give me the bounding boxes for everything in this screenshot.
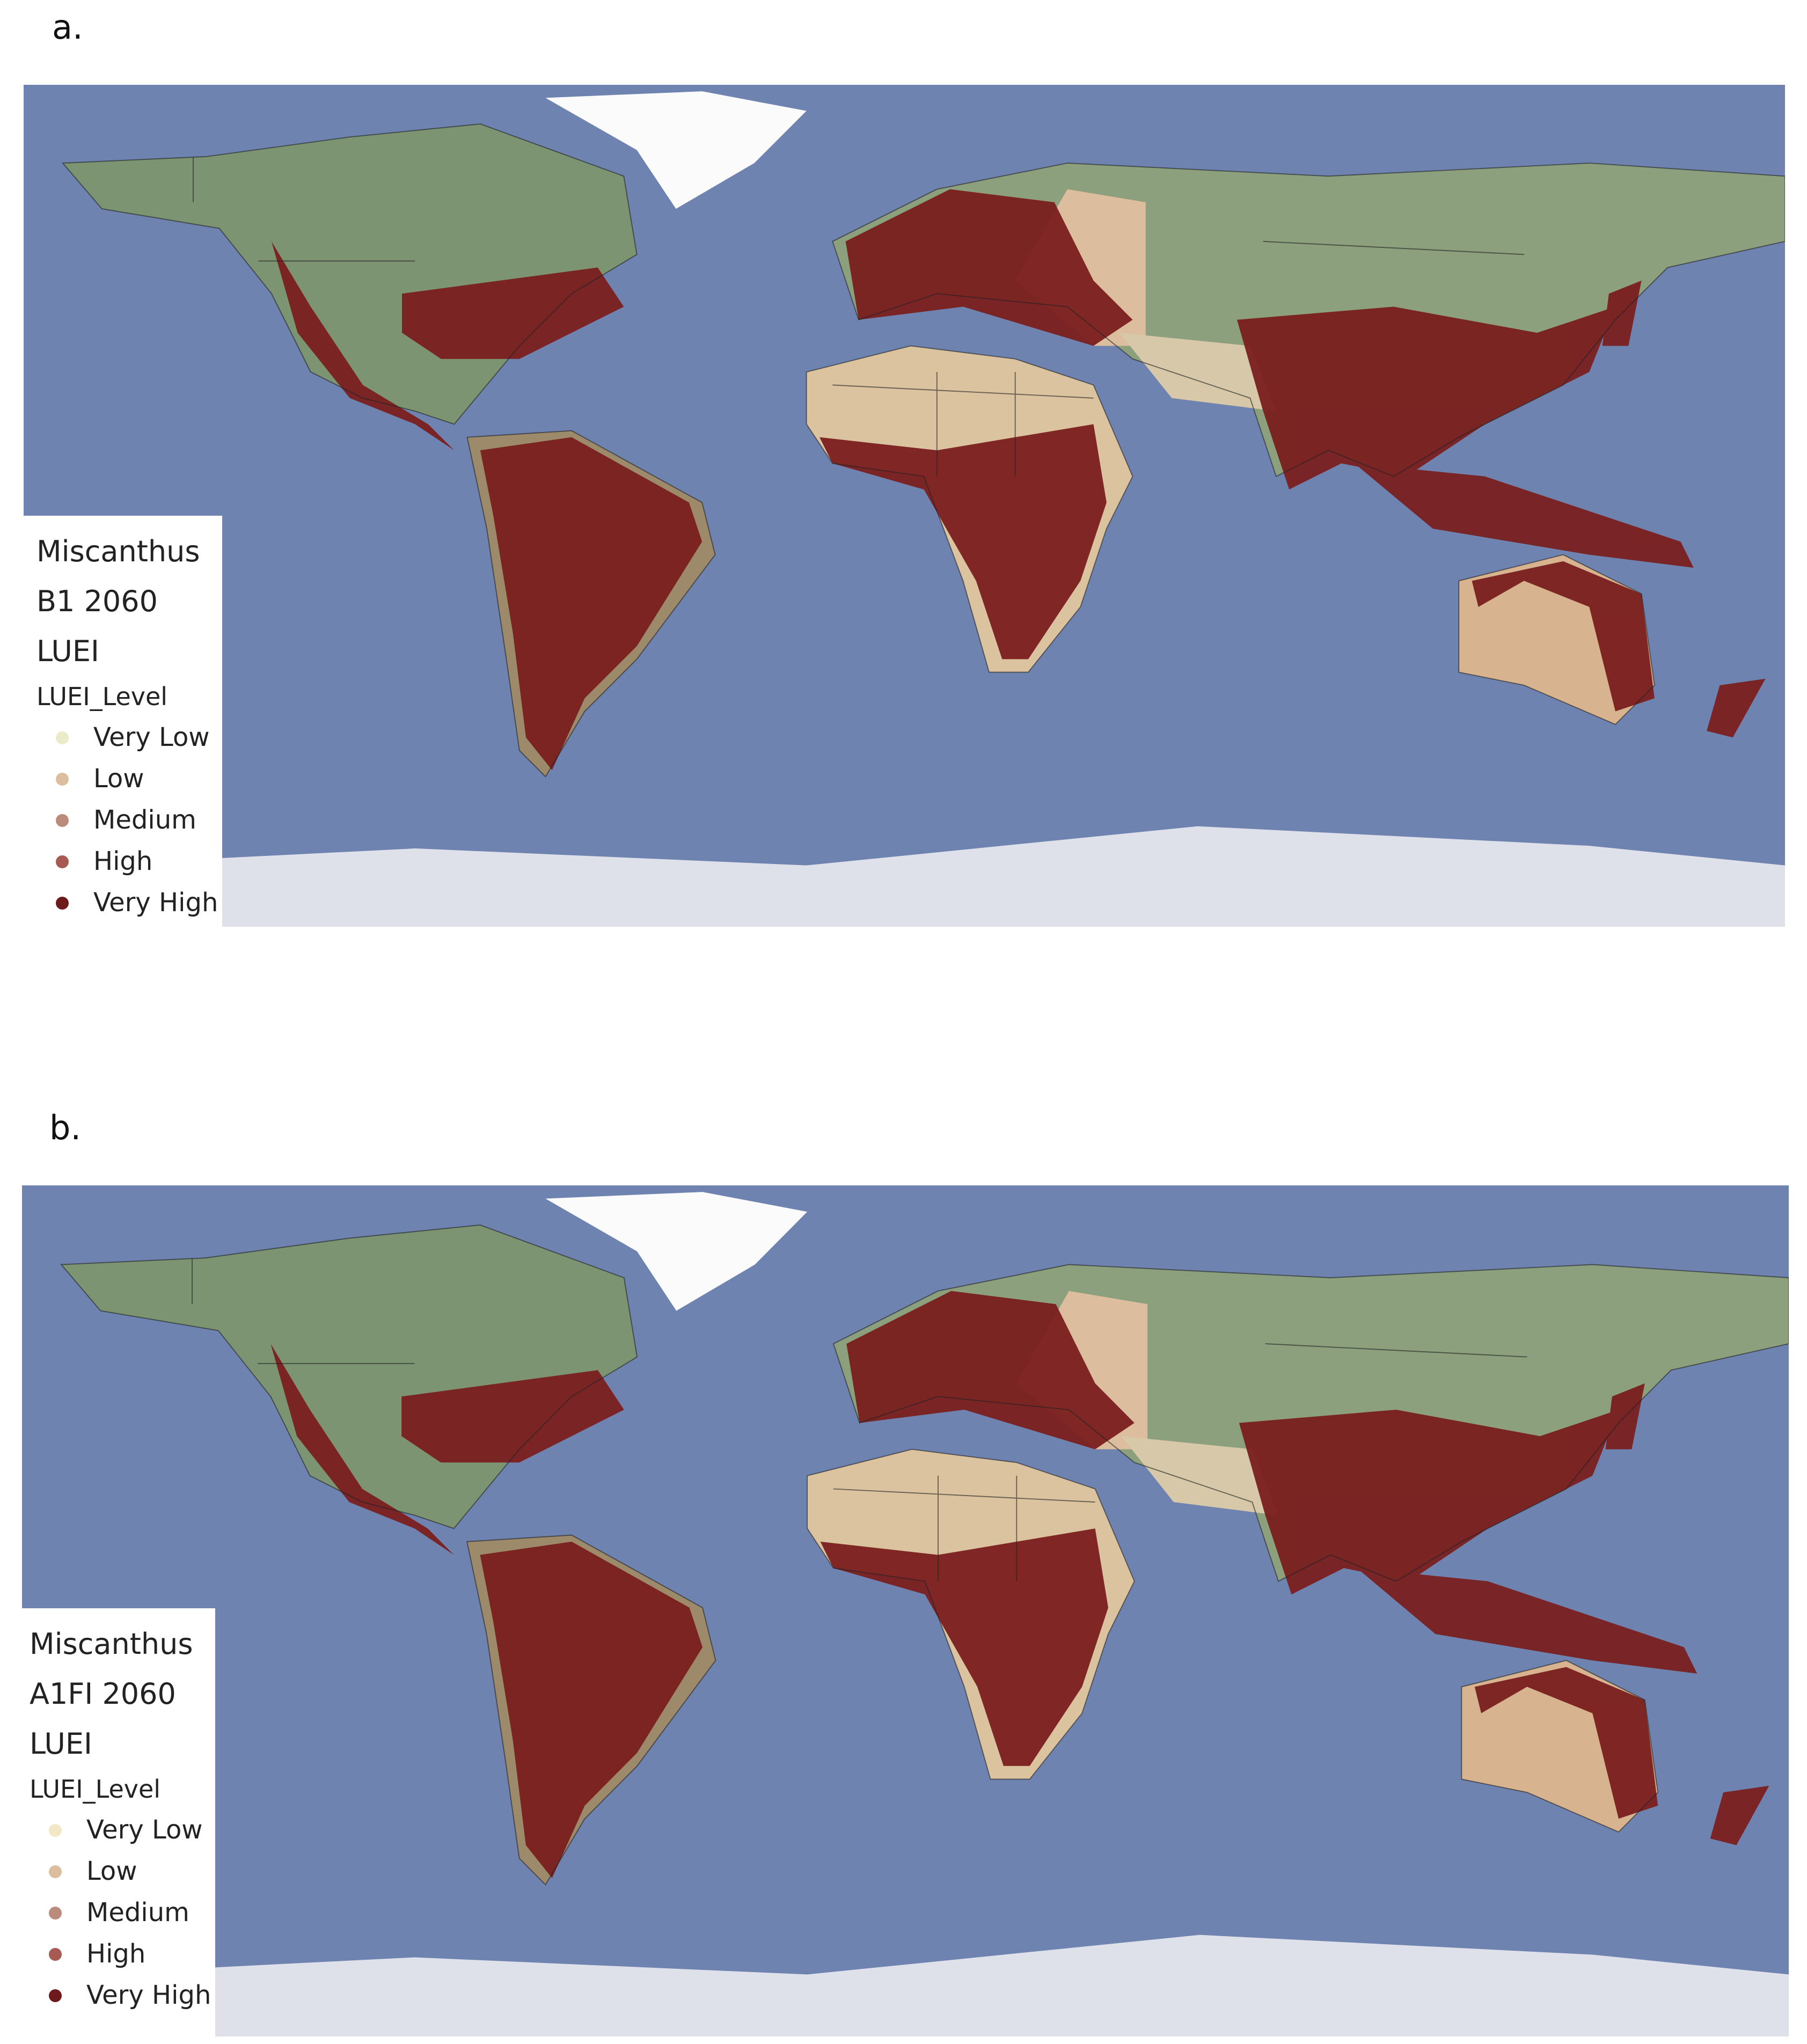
legend: Miscanthus A1FI 2060 LUEI LUEI_Level Very Lo… xyxy=(22,1608,215,2038)
legend-item: Very High xyxy=(30,1975,215,2016)
legend-label: Very Low xyxy=(86,1815,203,1845)
legend-heading: LUEI_Level xyxy=(30,1775,161,1804)
legend-heading: LUEI_Level xyxy=(36,682,168,711)
legend-title: Miscanthus xyxy=(36,534,200,568)
legend-item: Very Low xyxy=(30,1809,215,1851)
legend-item: Medium xyxy=(36,800,222,841)
legend: Miscanthus B1 2060 LUEI LUEI_Level Very Low L… xyxy=(24,516,222,934)
legend-item: Low xyxy=(30,1851,215,1892)
world-map xyxy=(22,1185,1789,2036)
legend-item: Low xyxy=(36,758,222,800)
legend-label: Very High xyxy=(93,888,218,918)
legend-swatch xyxy=(49,1947,62,1961)
legend-label: Medium xyxy=(86,1898,189,1928)
legend-label: Low xyxy=(93,764,144,794)
legend-label: High xyxy=(93,846,153,876)
legend-label: Very Low xyxy=(93,722,210,752)
legend-label: Medium xyxy=(93,805,196,835)
legend-swatch xyxy=(49,1906,62,1920)
legend-title: Miscanthus xyxy=(30,1627,193,1661)
legend-label: Very High xyxy=(86,1980,211,2010)
legend-item: Very Low xyxy=(36,717,222,758)
legend-swatch xyxy=(49,1865,62,1878)
legend-swatch xyxy=(56,896,69,910)
legend-title: LUEI xyxy=(36,634,99,668)
panel-label: a. xyxy=(52,8,83,47)
legend-swatch xyxy=(56,814,69,827)
legend-swatch xyxy=(56,772,69,786)
legend-item: Medium xyxy=(30,1892,215,1933)
legend-item: Very High xyxy=(36,882,222,924)
legend-swatch xyxy=(56,855,69,868)
legend-label: Low xyxy=(86,1856,137,1886)
legend-title: LUEI xyxy=(30,1727,92,1761)
legend-item: High xyxy=(30,1933,215,1975)
legend-swatch xyxy=(49,1989,62,2002)
legend-title: B1 2060 xyxy=(36,584,158,618)
legend-swatch xyxy=(49,1823,62,1837)
legend-item: High xyxy=(36,841,222,882)
legend-label: High xyxy=(86,1939,146,1969)
panel-label: b. xyxy=(49,1108,82,1147)
legend-swatch xyxy=(56,731,69,744)
legend-title: A1FI 2060 xyxy=(30,1677,176,1711)
world-map xyxy=(24,85,1785,927)
